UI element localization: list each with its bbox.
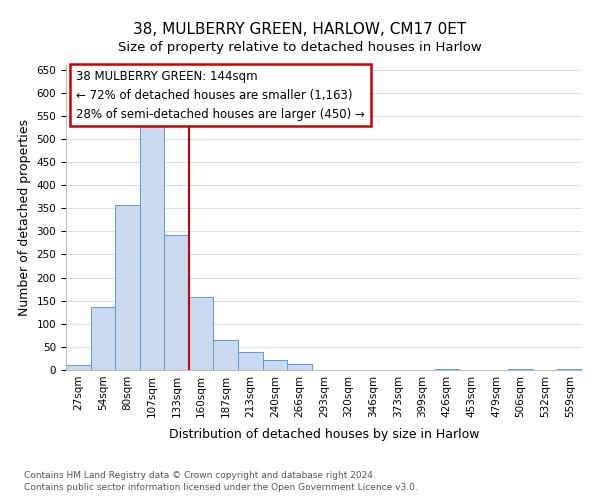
Bar [164,234,189,370]
Text: 38, MULBERRY GREEN, HARLOW, CM17 0ET: 38, MULBERRY GREEN, HARLOW, CM17 0ET [133,22,467,38]
Text: 38 MULBERRY GREEN: 144sqm
← 72% of detached houses are smaller (1,163)
28% of se: 38 MULBERRY GREEN: 144sqm ← 72% of detac… [76,70,365,120]
Text: Contains public sector information licensed under the Open Government Licence v3: Contains public sector information licen… [24,483,418,492]
Bar [66,366,91,370]
Bar [263,360,287,370]
Text: Size of property relative to detached houses in Harlow: Size of property relative to detached ho… [118,41,482,54]
X-axis label: Distribution of detached houses by size in Harlow: Distribution of detached houses by size … [169,428,479,441]
Bar [189,298,214,370]
Bar [508,369,533,370]
Bar [434,369,459,370]
Bar [91,306,115,370]
Bar [287,364,312,370]
Bar [557,369,582,370]
Bar [115,204,140,370]
Bar [140,123,164,370]
Bar [238,352,263,370]
Text: Contains HM Land Registry data © Crown copyright and database right 2024.: Contains HM Land Registry data © Crown c… [24,470,376,480]
Bar [214,340,238,370]
Y-axis label: Number of detached properties: Number of detached properties [18,119,31,316]
